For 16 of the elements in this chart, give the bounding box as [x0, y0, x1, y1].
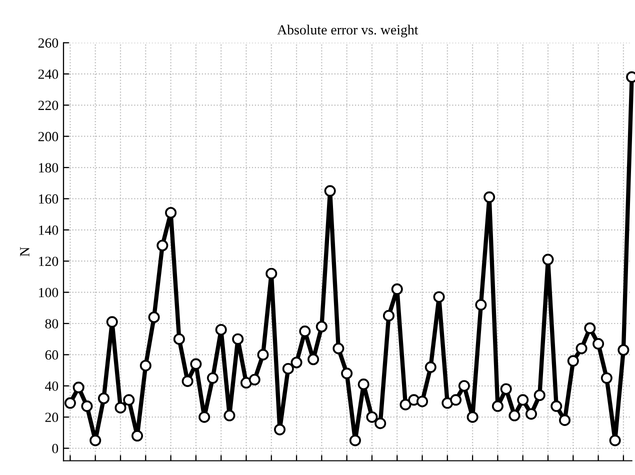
- y-axis-title: N: [20, 247, 30, 256]
- y-tick-label: 200: [38, 132, 58, 142]
- y-tick-label: 20: [45, 412, 58, 422]
- y-tick-label: 240: [38, 70, 58, 79]
- y-tick-label: 220: [38, 100, 58, 110]
- y-tick-label: 180: [39, 163, 58, 172]
- y-tick-label: 160: [39, 194, 58, 204]
- y-tick-label: 0: [52, 444, 58, 454]
- y-tick-label: 40: [45, 381, 58, 391]
- y-tick-label: 100: [39, 288, 58, 298]
- chart-title: Absolute error vs. weight: [277, 24, 418, 38]
- y-tick-label: 60: [45, 350, 58, 360]
- y-tick-label: 140: [39, 225, 58, 235]
- y-tick-label: 80: [45, 319, 58, 328]
- y-tick-label: 120: [39, 256, 58, 266]
- y-tick-label: 260: [38, 38, 58, 48]
